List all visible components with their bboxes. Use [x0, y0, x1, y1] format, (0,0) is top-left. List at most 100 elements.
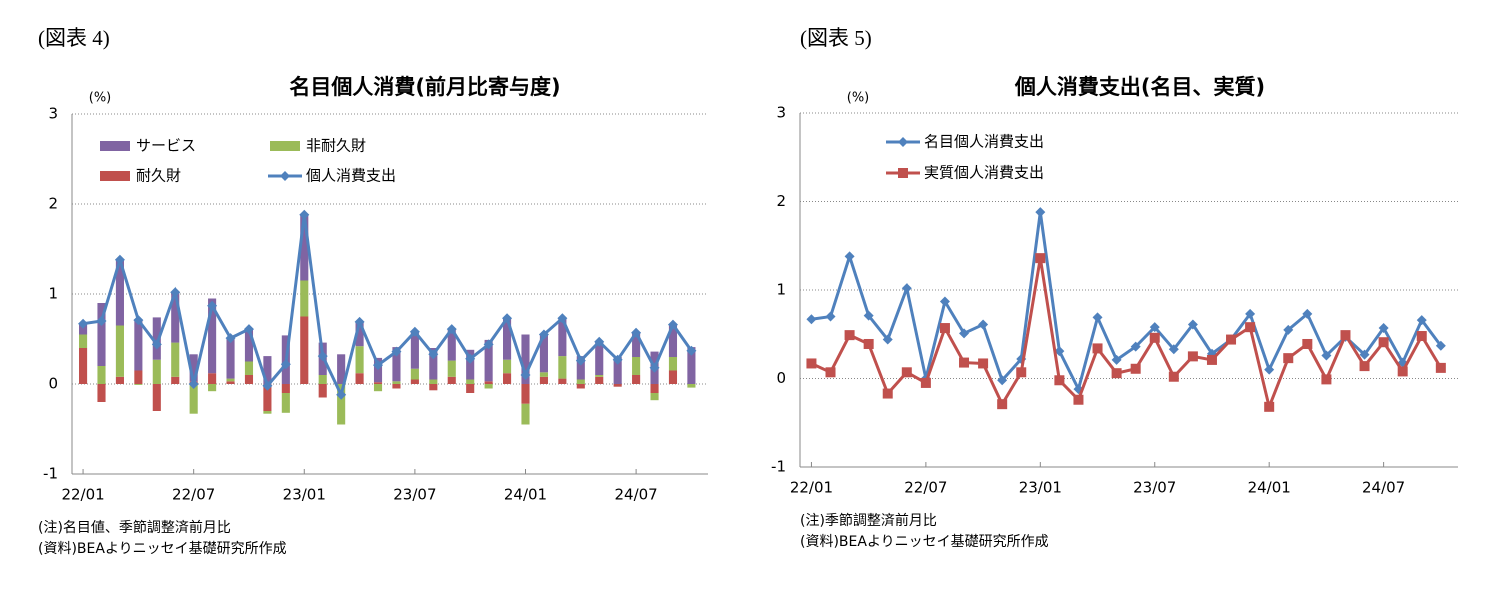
bar: [410, 331, 419, 369]
bar: [318, 375, 327, 384]
bar: [410, 368, 419, 380]
bar: [97, 384, 106, 402]
legend-label: 個人消費支出: [306, 167, 396, 185]
marker: [207, 300, 218, 311]
marker: [1168, 371, 1179, 382]
x-tick-label: 24/01: [504, 486, 547, 504]
bar: [300, 214, 309, 281]
bar: [244, 375, 254, 384]
bar: [558, 318, 567, 357]
marker: [1073, 394, 1084, 405]
bar: [263, 384, 272, 411]
marker: [978, 319, 989, 330]
bar: [318, 384, 327, 398]
bar: [373, 384, 383, 392]
marker: [959, 328, 970, 339]
marker: [882, 388, 893, 399]
marker: [863, 338, 874, 349]
marker: [1130, 341, 1141, 352]
bar: [595, 341, 604, 375]
marker: [806, 358, 817, 369]
bar: [171, 292, 180, 343]
marker: [901, 283, 912, 294]
bar: [79, 334, 88, 348]
x-tick-label: 22/07: [172, 486, 215, 504]
marker: [939, 296, 950, 307]
legend-swatch: [100, 141, 130, 151]
bar: [687, 384, 696, 388]
marker: [1378, 323, 1389, 334]
bar: [300, 280, 309, 317]
y-tick-label: -1: [43, 465, 58, 483]
bar: [79, 348, 88, 384]
bar: [484, 339, 493, 382]
bar: [668, 370, 678, 384]
note: (資料)BEAよりニッセイ基礎研究所作成: [38, 540, 287, 557]
marker: [1245, 308, 1256, 319]
marker: [1092, 343, 1103, 354]
bar: [134, 370, 143, 384]
marker: [1321, 350, 1332, 361]
marker: [133, 315, 144, 326]
marker: [1111, 354, 1122, 365]
bar: [632, 375, 641, 384]
marker: [1168, 344, 1179, 355]
marker: [243, 324, 254, 335]
marker: [151, 339, 162, 350]
bar: [392, 347, 401, 382]
marker: [483, 339, 494, 350]
marker: [844, 251, 855, 262]
bar: [484, 381, 493, 384]
bar: [521, 403, 530, 425]
bar: [539, 376, 548, 384]
marker: [575, 355, 586, 366]
bar: [189, 384, 198, 414]
marker: [502, 313, 513, 324]
bar: [576, 379, 585, 384]
bar: [97, 366, 106, 384]
bar: [632, 357, 641, 375]
bar: [503, 318, 512, 360]
marker: [1187, 319, 1198, 330]
bar: [503, 373, 512, 384]
marker: [557, 313, 568, 324]
marker: [520, 370, 531, 380]
y-unit: (%): [847, 91, 870, 106]
y-tick-label: 3: [776, 104, 786, 122]
bar: [134, 319, 143, 371]
marker: [1054, 375, 1065, 386]
bar: [208, 298, 217, 374]
bar: [466, 379, 475, 384]
y-tick-label: 0: [776, 369, 786, 387]
marker: [844, 330, 855, 341]
x-tick-label: 22/01: [790, 479, 833, 497]
x-tick-label: 24/07: [1362, 479, 1405, 497]
bar: [595, 375, 604, 377]
bar: [484, 384, 493, 389]
marker: [1187, 351, 1198, 362]
bar: [558, 356, 567, 379]
bar: [226, 338, 235, 379]
bar: [115, 376, 124, 384]
bar: [503, 359, 512, 374]
bar: [447, 376, 456, 384]
bar: [226, 378, 235, 382]
marker: [1435, 362, 1446, 373]
marker: [997, 375, 1008, 386]
marker: [280, 359, 291, 370]
bar: [687, 347, 696, 384]
y-tick-label: 2: [48, 195, 58, 213]
marker: [1435, 340, 1446, 351]
bar: [392, 384, 401, 389]
marker: [409, 326, 420, 337]
note: (資料)BEAよりニッセイ基礎研究所作成: [800, 533, 1049, 550]
marker: [901, 367, 912, 378]
bar: [337, 384, 346, 425]
note: (注)季節調整済前月比: [800, 512, 937, 529]
marker: [1416, 331, 1427, 342]
marker: [538, 329, 549, 340]
bar: [429, 384, 438, 391]
marker: [428, 349, 439, 360]
marker: [882, 334, 893, 345]
y-tick-label: 2: [776, 192, 786, 210]
